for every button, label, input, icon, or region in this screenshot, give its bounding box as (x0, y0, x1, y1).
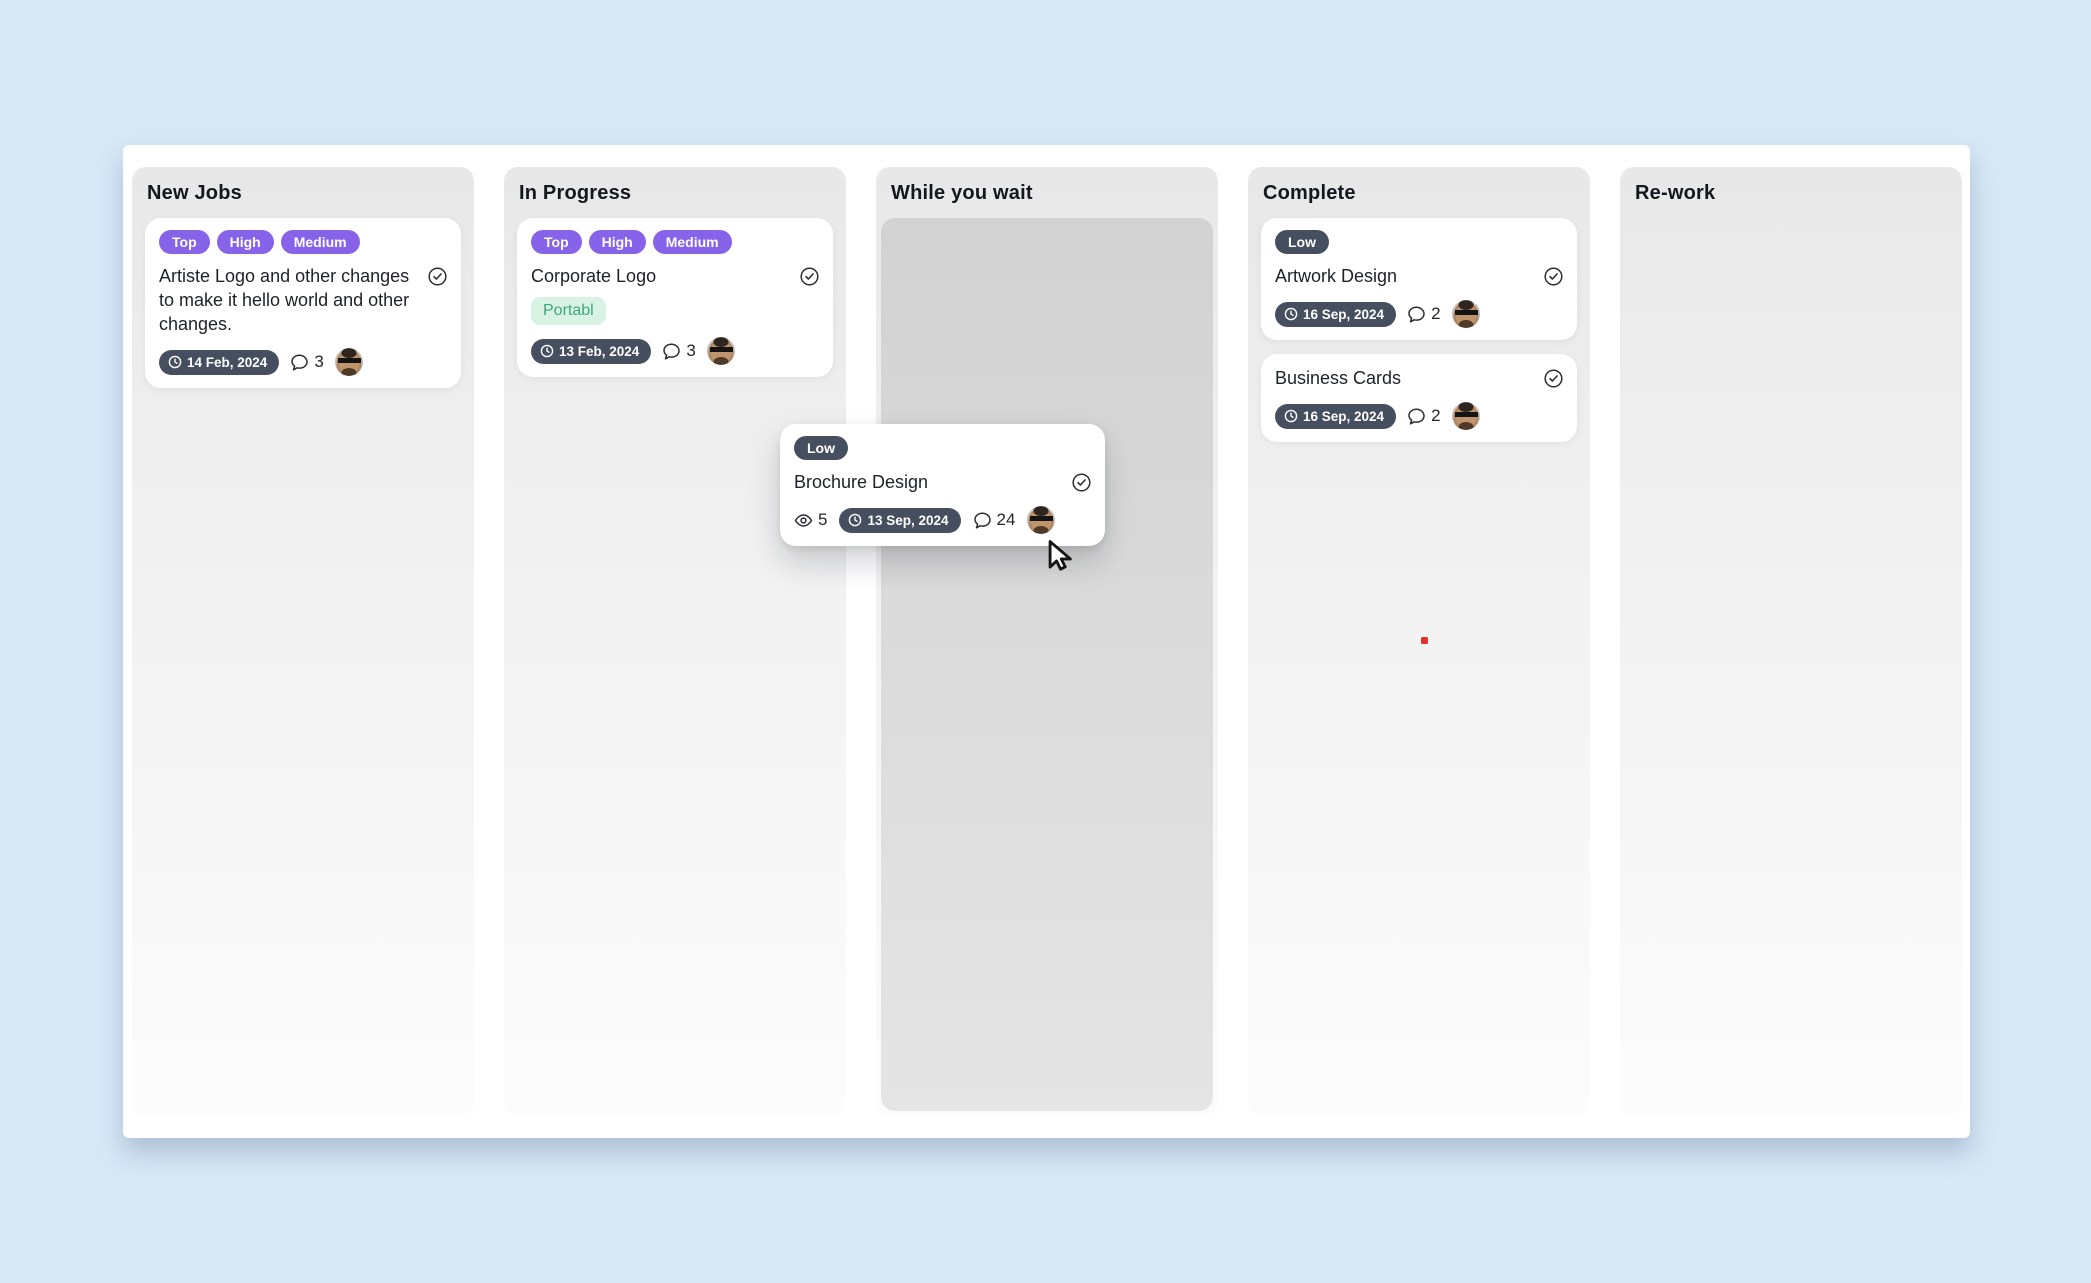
card-title: Business Cards (1275, 368, 1402, 388)
due-date-pill: 14 Feb, 2024 (159, 349, 280, 375)
views-count: 5 (794, 510, 827, 530)
comment-bubble-icon (973, 511, 991, 529)
comments-count[interactable]: 2 (1407, 304, 1441, 324)
priority-badges: Low (794, 436, 1091, 460)
priority-badges: Low (1275, 230, 1563, 254)
check-circle-icon[interactable] (1544, 267, 1563, 286)
comment-bubble-icon (291, 353, 309, 371)
badge-medium: Medium (652, 230, 732, 254)
card-title: Artiste Logo and other changes to make i… (159, 266, 410, 334)
clock-icon (540, 344, 554, 358)
check-circle-icon[interactable] (1072, 473, 1091, 492)
check-circle-icon[interactable] (1544, 369, 1563, 388)
badge-low: Low (1275, 230, 1329, 254)
assignee-avatar (1451, 402, 1480, 430)
column-in-progress: In Progress Top High Medium Corporate Lo… (504, 167, 846, 1116)
column-title-in-progress: In Progress (519, 182, 632, 204)
column-complete: Complete Low Artwork Design 16 Sep, 2024… (1248, 167, 1590, 1116)
assignee-avatar (706, 337, 735, 365)
badge-top: Top (531, 230, 582, 254)
badge-high: High (216, 230, 274, 254)
cursor-arrow-icon (1043, 538, 1077, 572)
clock-icon (168, 355, 182, 369)
assignee-avatar (1451, 300, 1480, 328)
check-circle-icon[interactable] (428, 267, 447, 286)
clock-icon (849, 513, 862, 527)
comment-bubble-icon (663, 342, 681, 360)
card-title: Corporate Logo (531, 266, 657, 286)
card-artiste-logo[interactable]: Top High Medium Artiste Logo and other c… (145, 218, 461, 388)
card-brochure-design-dragging[interactable]: Low Brochure Design 5 13 Sep, 2024 24 (780, 424, 1105, 546)
comments-count[interactable]: 2 (1407, 406, 1441, 426)
card-artwork-design[interactable]: Low Artwork Design 16 Sep, 2024 2 (1261, 218, 1577, 340)
due-date-pill: 16 Sep, 2024 (1275, 301, 1397, 327)
due-date-pill: 16 Sep, 2024 (1275, 403, 1397, 429)
card-corporate-logo[interactable]: Top High Medium Corporate Logo Portabl 1… (517, 218, 833, 377)
comment-bubble-icon (1408, 407, 1425, 425)
priority-badges: Top High Medium (531, 230, 819, 254)
badge-medium: Medium (280, 230, 360, 254)
comments-count[interactable]: 24 (973, 510, 1015, 530)
priority-badges: Top High Medium (159, 230, 447, 254)
column-title-while-you-wait: While you wait (891, 182, 1033, 204)
due-date-pill: 13 Sep, 2024 (839, 507, 961, 533)
comments-count[interactable]: 3 (290, 352, 324, 372)
column-while-you-wait: While you wait (876, 167, 1218, 1116)
column-re-work: Re-work (1620, 167, 1962, 1116)
column-title-re-work: Re-work (1635, 182, 1716, 204)
card-title: Artwork Design (1275, 266, 1398, 286)
column-title-new-jobs: New Jobs (147, 182, 242, 204)
red-dot-marker (1421, 637, 1428, 644)
assignee-avatar (1027, 506, 1056, 534)
column-new-jobs: New Jobs Top High Medium Artiste Logo an… (132, 167, 474, 1116)
badge-high: High (588, 230, 646, 254)
eye-icon (794, 513, 813, 527)
badge-low: Low (794, 436, 848, 460)
check-circle-icon[interactable] (800, 267, 819, 286)
clock-icon (1284, 409, 1298, 423)
due-date-pill: 13 Feb, 2024 (531, 338, 652, 364)
assignee-avatar (334, 348, 363, 376)
comment-bubble-icon (1408, 305, 1425, 323)
drag-drop-zone[interactable] (881, 218, 1213, 1111)
clock-icon (1284, 307, 1298, 321)
card-business-cards[interactable]: Business Cards 16 Sep, 2024 2 (1261, 354, 1577, 442)
card-title: Brochure Design (794, 472, 929, 492)
badge-top: Top (159, 230, 210, 254)
label-tag: Portabl (531, 297, 606, 325)
column-title-complete: Complete (1263, 182, 1356, 204)
comments-count[interactable]: 3 (662, 341, 696, 361)
kanban-board: New Jobs Top High Medium Artiste Logo an… (123, 145, 1970, 1138)
